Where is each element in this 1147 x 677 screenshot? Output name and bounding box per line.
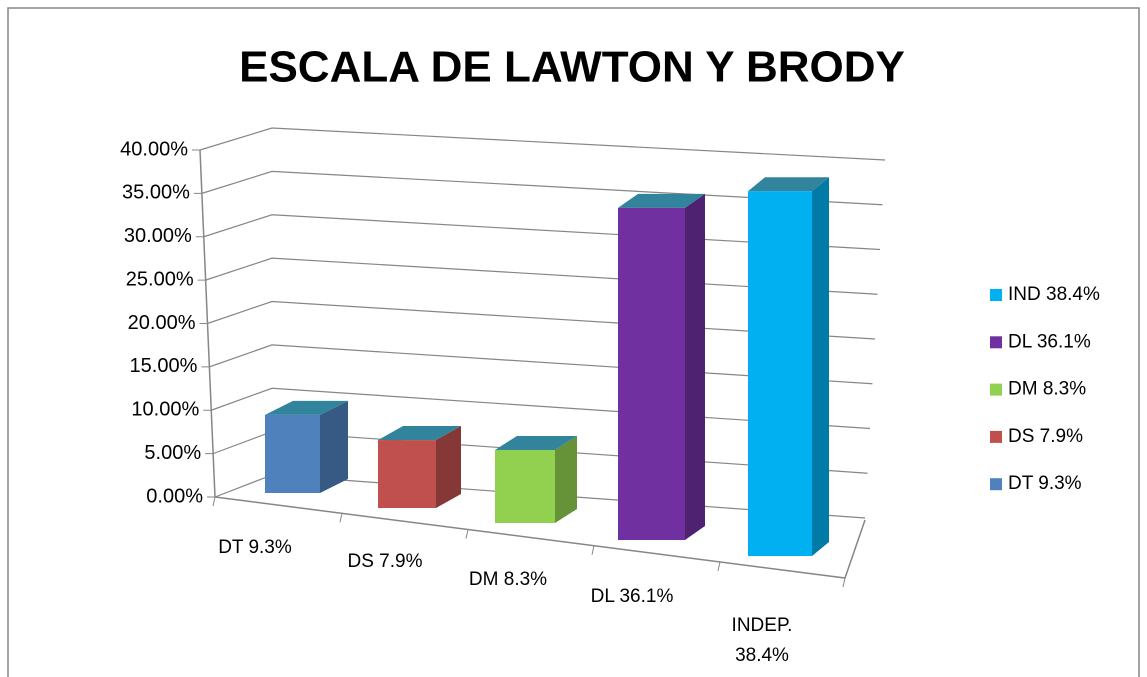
x-tick — [591, 545, 595, 555]
chart-title: ESCALA DE LAWTON Y BRODY — [239, 43, 905, 92]
y-tick-label: 35.00% — [122, 182, 190, 204]
bar-side — [320, 400, 348, 493]
legend-swatch — [990, 430, 1002, 443]
legend-label: DS 7.9% — [1008, 426, 1083, 447]
x-tick-label: INDEP. 38.4% — [731, 615, 793, 666]
legend-label: DT 9.3% — [1008, 473, 1082, 494]
grid-line — [199, 127, 886, 161]
bar-top — [265, 400, 348, 415]
bar-side — [685, 193, 705, 540]
legend-label: DL 36.1% — [1008, 331, 1091, 352]
bar — [378, 440, 436, 508]
x-tick-label: DS 7.9% — [347, 551, 423, 572]
bar — [618, 207, 685, 540]
bar — [748, 191, 812, 556]
y-tick-label: 40.00% — [120, 138, 188, 160]
bar-side — [436, 426, 461, 508]
chart-frame — [7, 7, 1140, 677]
legend-label: DM 8.3% — [1008, 379, 1086, 400]
x-tick-label: DT 9.3% — [218, 537, 292, 558]
bar — [265, 414, 320, 493]
y-tick-label: 10.00% — [131, 399, 199, 421]
x-tick — [717, 561, 721, 572]
legend-swatch — [990, 478, 1002, 491]
x-tick — [339, 513, 343, 523]
y-tick-label: 5.00% — [144, 442, 201, 464]
legend-label: IND 38.4% — [1008, 284, 1100, 305]
bar-top — [378, 426, 461, 441]
bar-side — [812, 177, 829, 556]
bar-top — [495, 435, 577, 450]
y-tick-label: 20.00% — [128, 312, 196, 334]
x-tick — [842, 577, 846, 588]
grid-line — [201, 170, 883, 206]
legend-swatch — [990, 336, 1002, 349]
x-tick — [212, 496, 216, 507]
y-tick-label: 25.00% — [126, 268, 194, 290]
bar-side — [555, 435, 577, 523]
y-tick-label: 15.00% — [130, 355, 198, 377]
bar — [495, 449, 555, 523]
y-tick-label: 30.00% — [124, 225, 192, 247]
legend-swatch — [990, 383, 1002, 396]
legend-swatch — [990, 289, 1002, 301]
x-tick-label: DM 8.3% — [468, 569, 548, 590]
x-tick — [465, 529, 469, 539]
bar-top — [748, 177, 829, 192]
bar-top — [618, 193, 705, 208]
x-tick-label: DL 36.1% — [590, 586, 674, 607]
y-tick-label: 0.00% — [146, 485, 203, 507]
